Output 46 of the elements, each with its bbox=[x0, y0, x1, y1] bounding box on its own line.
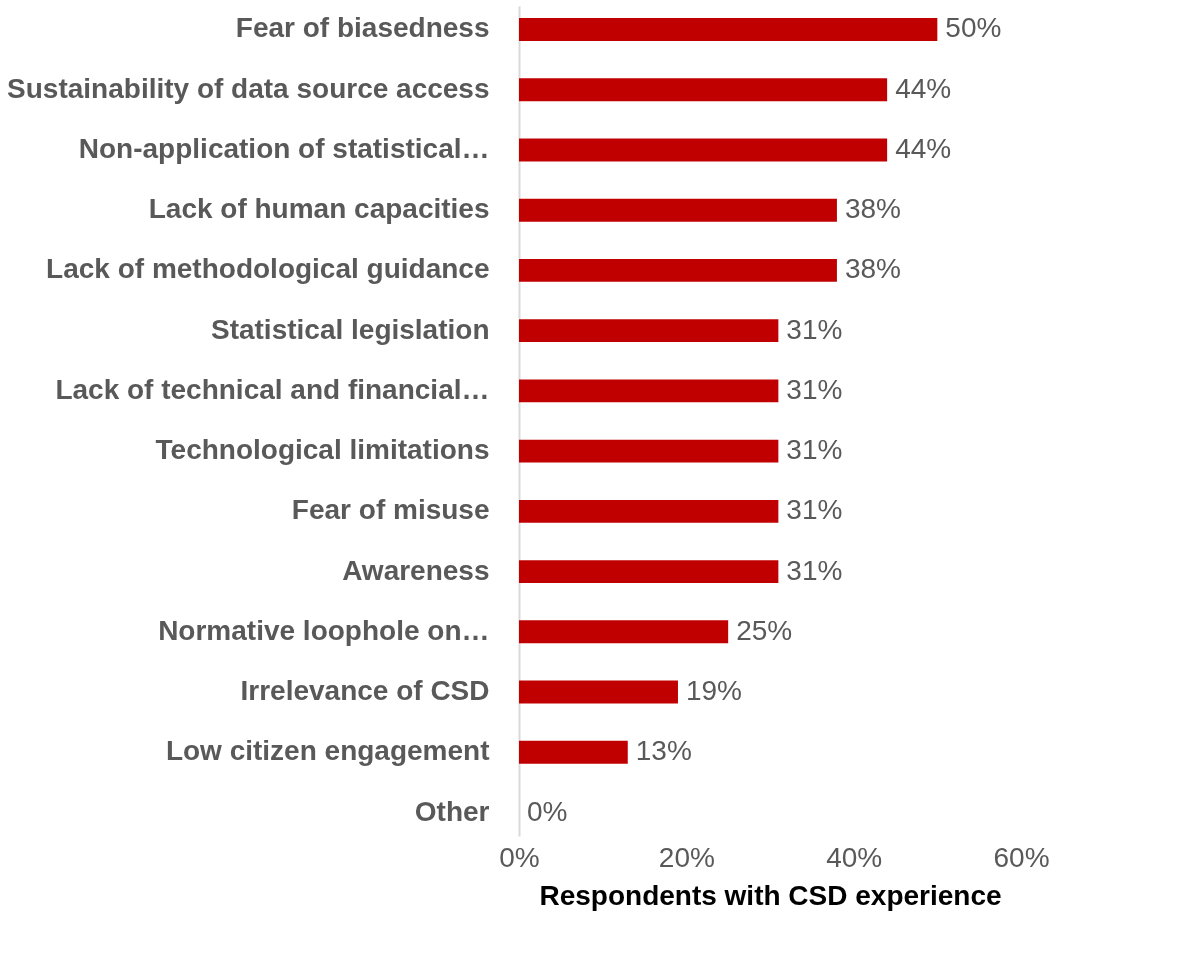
bar bbox=[519, 620, 729, 644]
y-tick-label: Statistical legislation bbox=[210, 313, 490, 345]
bar bbox=[519, 138, 888, 162]
bar bbox=[519, 439, 779, 463]
data-label: 44% bbox=[895, 72, 952, 104]
bar bbox=[519, 680, 678, 704]
data-label: 25% bbox=[736, 614, 793, 646]
bar bbox=[519, 499, 779, 523]
y-tick-label: Low citizen engagement bbox=[165, 735, 490, 767]
y-tick-label: Lack of methodological guidance bbox=[46, 253, 490, 285]
data-label: 38% bbox=[844, 253, 901, 285]
data-label: 0% bbox=[527, 795, 568, 827]
data-label: 44% bbox=[895, 132, 952, 164]
bar bbox=[519, 258, 837, 282]
y-tick-label: Fear of biasedness bbox=[235, 12, 490, 44]
y-tick-label: Irrelevance of CSD bbox=[240, 675, 490, 707]
x-tick-label: 40% bbox=[826, 841, 883, 873]
y-tick-label: Fear of misuse bbox=[291, 494, 490, 526]
data-label: 31% bbox=[786, 313, 843, 345]
data-label: 19% bbox=[685, 675, 743, 707]
y-tick-label: Other bbox=[414, 795, 490, 827]
data-label: 31% bbox=[786, 373, 843, 405]
bar bbox=[519, 78, 888, 102]
x-axis-title: Respondents with CSD experience bbox=[539, 879, 1002, 911]
bar bbox=[519, 560, 779, 584]
y-tick-label: Technological limitations bbox=[155, 434, 490, 466]
x-tick-label: 60% bbox=[993, 841, 1050, 873]
data-label: 31% bbox=[786, 554, 843, 586]
y-tick-label: Awareness bbox=[342, 554, 490, 586]
bar bbox=[519, 18, 938, 41]
data-label: 13% bbox=[635, 735, 692, 767]
y-tick-label: Lack of technical and financial… bbox=[55, 373, 490, 405]
data-label: 31% bbox=[786, 434, 843, 466]
y-tick-label: Sustainability of data source access bbox=[7, 72, 490, 104]
y-tick-label: Lack of human capacities bbox=[148, 193, 490, 225]
y-tick-label: Non-application of statistical… bbox=[78, 132, 490, 164]
bar bbox=[519, 198, 837, 222]
data-label: 31% bbox=[786, 494, 843, 526]
data-label: 38% bbox=[844, 193, 901, 225]
x-tick-label: 0% bbox=[499, 841, 540, 873]
bar bbox=[519, 740, 628, 764]
bar bbox=[519, 319, 779, 343]
y-tick-label: Normative loophole on… bbox=[158, 614, 490, 646]
data-label: 50% bbox=[945, 12, 1002, 44]
bar bbox=[519, 379, 779, 403]
x-tick-label: 20% bbox=[658, 841, 715, 873]
